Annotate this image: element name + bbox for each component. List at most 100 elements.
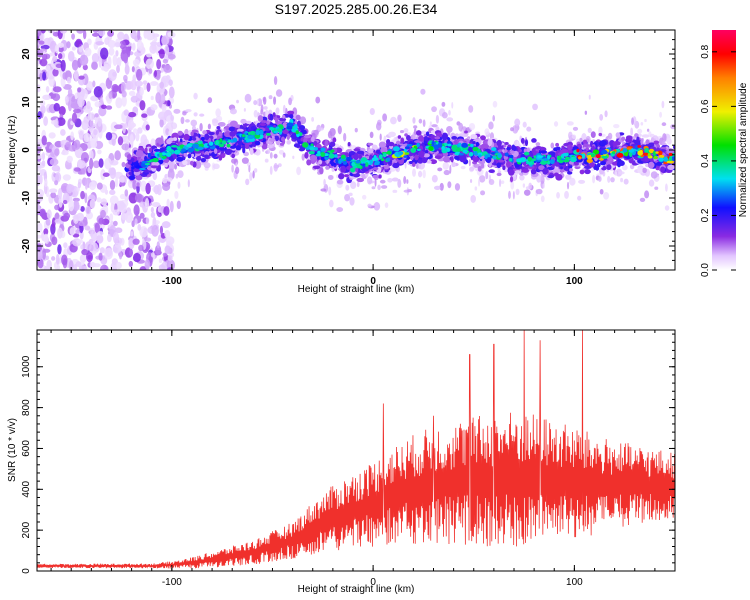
spectrogram-noise-cell: [107, 40, 116, 49]
spectrogram-peak-cell: [431, 141, 435, 146]
spectrogram-signal-cell: [521, 168, 530, 173]
spectrogram-noise-cell: [78, 265, 87, 270]
spectrogram-noise-cell: [76, 30, 84, 34]
snr-ytick-label: 200: [21, 521, 32, 538]
spectrogram-signal-cell: [332, 137, 337, 143]
spectrogram-signal-cell: [356, 177, 365, 183]
spectrogram-noise-cell: [89, 157, 94, 170]
spectrogram-peak-cell: [666, 160, 673, 164]
spectrogram-signal-cell: [269, 116, 274, 121]
spectrogram-signal-cell: [254, 140, 261, 146]
spectrogram-noise-cell: [134, 193, 143, 203]
spectrogram-noise-cell: [90, 140, 98, 149]
spectrogram-peak-cell: [197, 146, 204, 151]
spectrogram-noise-cell: [535, 142, 541, 147]
spectrogram-noise-cell: [275, 89, 283, 97]
spectrogram-noise-cell: [116, 65, 120, 74]
spectrogram-peak-cell: [652, 150, 657, 157]
spectrogram-noise-cell: [144, 198, 150, 209]
spectrogram-noise-cell: [458, 122, 464, 132]
spectrogram-signal-cell: [289, 114, 294, 119]
spectrogram-signal-cell: [260, 120, 268, 124]
spectrogram-signal-cell: [410, 155, 414, 161]
spectrogram-noise-cell: [82, 64, 88, 71]
spectrogram-noise-cell: [437, 167, 443, 172]
spectrogram-peak-cell: [286, 122, 294, 128]
spectrogram-noise-cell: [80, 244, 84, 250]
spectrogram-signal-cell: [454, 155, 460, 160]
spectrogram-noise-cell: [121, 161, 126, 168]
spectrogram-noise-cell: [275, 107, 280, 115]
spectrogram-signal-cell: [569, 168, 574, 172]
spectrogram-signal-cell: [204, 133, 210, 141]
spectrogram-noise-cell: [37, 152, 43, 160]
spectrogram-noise-cell: [156, 183, 162, 196]
spectrogram-signal-cell: [223, 131, 232, 138]
spectrogram-noise-cell: [374, 178, 377, 187]
spectrogram-signal-cell: [434, 136, 441, 140]
spectrogram-noise-cell: [174, 163, 178, 170]
spectrogram-noise-cell: [52, 31, 59, 37]
spectrogram-noise-cell: [135, 131, 140, 142]
spectrogram-peak-cell: [657, 150, 663, 156]
spectrogram-peak-cell: [487, 153, 491, 158]
spectrogram-signal-cell: [150, 165, 159, 169]
spectrogram-signal-cell: [470, 134, 478, 140]
spectrogram-signal-cell: [645, 139, 650, 145]
spectrogram-noise-cell: [56, 117, 66, 127]
spectrogram-noise-cell: [52, 68, 59, 77]
spectrogram-noise-cell: [132, 106, 139, 113]
spectrogram-noise-cell: [148, 68, 153, 74]
spectrogram-noise-cell: [91, 52, 100, 63]
snr-ytick-label: 400: [21, 481, 32, 498]
spectrogram-signal-cell: [530, 168, 537, 175]
spectrogram-peak-cell: [259, 129, 264, 135]
spectrogram-noise-cell: [661, 100, 665, 109]
snr-ytick-label: 800: [21, 399, 32, 416]
spectrogram-noise-cell: [129, 134, 134, 146]
spectrogram-noise-cell: [245, 178, 250, 186]
spectrogram-noise-cell: [644, 190, 650, 199]
spectrogram-noise-cell: [127, 111, 137, 118]
spectrogram-noise-cell: [167, 100, 171, 107]
spectrogram-peak-cell: [626, 147, 632, 150]
spectrogram-noise-cell: [610, 177, 615, 183]
spectrogram-peak-cell: [181, 148, 187, 152]
spectrogram-noise-cell: [85, 205, 92, 215]
spectrogram-noise-cell: [61, 150, 69, 156]
spectrogram-signal-cell: [324, 139, 329, 147]
spectrogram-peak-cell: [653, 155, 658, 160]
spectrogram-noise-cell: [132, 74, 136, 83]
spectrogram-signal-cell: [274, 117, 279, 124]
spectrogram-noise-cell: [607, 175, 611, 183]
spectrogram-peak-cell: [410, 147, 417, 153]
spectrogram-noise-cell: [118, 251, 123, 260]
spectrogram-signal-cell: [418, 150, 425, 158]
spectrogram-signal-cell: [488, 169, 495, 174]
spectrogram-noise-cell: [480, 190, 486, 196]
spectrogram-noise-cell: [108, 167, 116, 176]
spectrogram-xtick-label: 0: [370, 276, 376, 287]
spectrogram-noise-cell: [102, 172, 110, 177]
spectrogram-noise-cell: [73, 108, 82, 114]
spectrogram-signal-cell: [286, 133, 291, 141]
spectrogram-signal-cell: [329, 141, 336, 147]
spectrogram-noise-cell: [164, 173, 168, 179]
spectrogram-signal-cell: [378, 141, 387, 149]
spectrogram-signal-cell: [653, 140, 660, 145]
spectrogram-noise-cell: [175, 173, 179, 179]
spectrogram-noise-cell: [599, 113, 604, 121]
spectrogram-noise-cell: [336, 174, 339, 179]
spectrogram-signal-cell: [441, 133, 448, 141]
spectrogram-noise-cell: [566, 181, 570, 190]
spectrogram-signal-cell: [482, 158, 486, 164]
spectrogram-peak-cell: [266, 132, 271, 136]
spectrogram-peak-cell: [373, 162, 380, 166]
spectrogram-noise-cell: [229, 108, 237, 115]
spectrogram-signal-cell: [582, 143, 590, 148]
spectrogram-noise-cell: [96, 234, 104, 244]
spectrogram-signal-cell: [200, 158, 207, 163]
spectrogram-noise-cell: [488, 121, 494, 130]
spectrogram-signal-cell: [508, 169, 515, 176]
spectrogram-noise-cell: [93, 86, 103, 98]
